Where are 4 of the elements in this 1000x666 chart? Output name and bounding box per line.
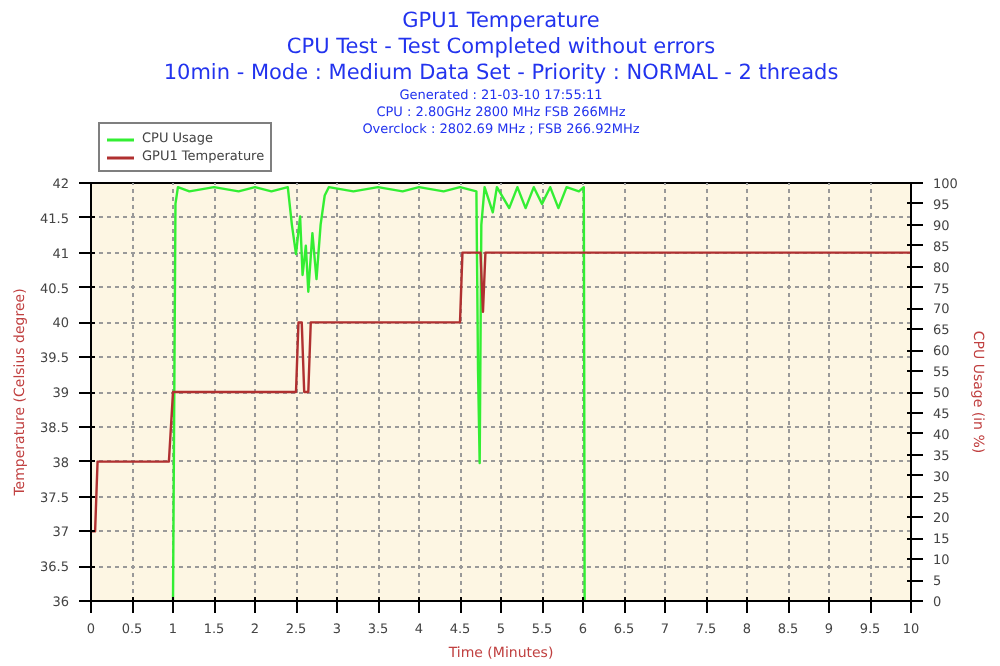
line-series (91, 251, 911, 533)
line-series (171, 185, 586, 601)
chart-subtitle: CPU Test - Test Completed without errors 10min - Mode : Medium Data Set - Priority : NORMAL - 2 threads (163, 35, 839, 85)
chart-title: GPU1 Temperature (402, 9, 600, 33)
